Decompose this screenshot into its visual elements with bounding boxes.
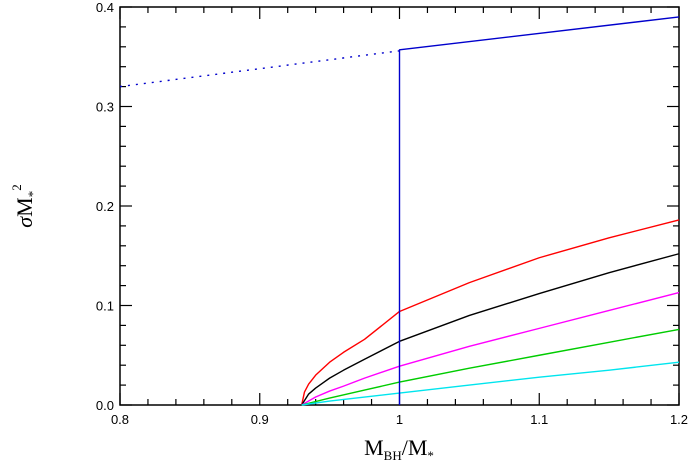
ticks — [119, 6, 680, 406]
x-tick-label: 0.8 — [111, 412, 129, 427]
y-tick-label: 0.0 — [96, 398, 114, 413]
x-axis-label-sub: BH — [384, 448, 402, 463]
x-axis-label: MBH/M* — [364, 435, 434, 463]
series-line-5 — [119, 50, 400, 88]
tick-labels: 0.8 0.9 1 1.1 1.2 0.0 0.1 0.2 0.3 0.4 — [96, 0, 688, 427]
series-line-1 — [301, 253, 680, 406]
x-tick-label: 1.1 — [530, 412, 548, 427]
series-line-4 — [301, 361, 680, 406]
series-line-3 — [301, 328, 680, 406]
series-line-2 — [301, 291, 680, 406]
x-axis-label-sub2: * — [427, 448, 434, 463]
y-axis-label-sup: 2 — [9, 184, 24, 191]
x-tick-label: 1.2 — [670, 412, 688, 427]
y-tick-label: 0.4 — [96, 0, 114, 15]
series-line-0 — [300, 219, 680, 406]
y-axis-label-sub: * — [25, 191, 40, 198]
x-tick-label: 1 — [396, 412, 403, 427]
y-axis-label: σM*2 — [9, 184, 40, 227]
y-tick-label: 0.3 — [96, 100, 114, 115]
x-axis-label-main: M — [364, 435, 384, 460]
y-tick-label: 0.1 — [96, 299, 114, 314]
x-tick-label: 0.9 — [251, 412, 269, 427]
series-group — [119, 16, 680, 406]
series-line-6 — [398, 16, 680, 405]
x-axis-label-sep: /M — [402, 435, 428, 460]
y-axis-label-sigma: σ — [12, 216, 37, 228]
y-axis-label-main: M — [12, 197, 37, 217]
y-tick-label: 0.2 — [96, 199, 114, 214]
